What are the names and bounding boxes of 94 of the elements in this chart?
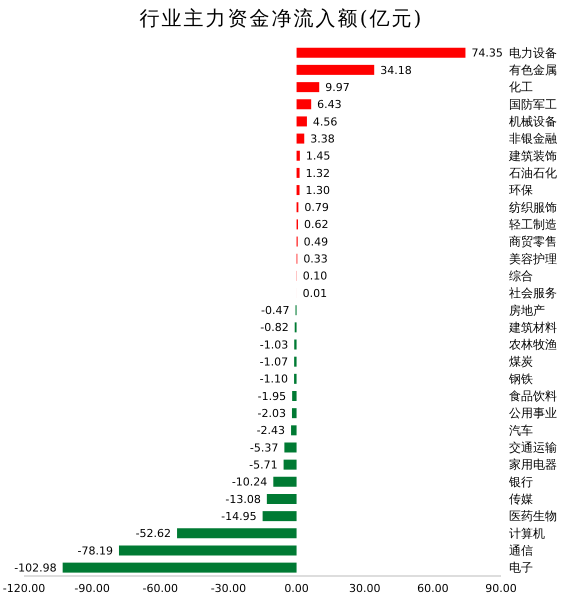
- bar: [296, 48, 466, 58]
- chart-title: 行业主力资金净流入额(亿元): [138, 5, 424, 32]
- y-tick-label: 商贸零售: [509, 234, 557, 249]
- data-label: 0.01: [302, 286, 328, 300]
- y-tick-label: 交通运输: [509, 440, 557, 455]
- data-label: -14.95: [221, 510, 257, 523]
- data-label: 34.18: [380, 64, 412, 77]
- y-tick-label: 家用电器: [509, 458, 557, 472]
- bar: [292, 408, 297, 418]
- bar: [296, 116, 307, 126]
- data-label: -0.82: [260, 321, 289, 334]
- y-tick-label: 农林牧渔: [509, 338, 557, 352]
- data-label: -1.07: [260, 356, 288, 369]
- bar: [296, 82, 320, 92]
- data-label: -1.10: [260, 372, 288, 386]
- y-tick-label: 建筑材料: [508, 320, 557, 334]
- bar: [118, 545, 297, 556]
- x-tick-label: 90.00: [485, 582, 517, 595]
- data-label: -5.37: [250, 441, 278, 454]
- bar: [296, 168, 300, 178]
- data-label: 4.56: [312, 115, 338, 128]
- data-label: -10.24: [232, 476, 268, 489]
- bar: [273, 476, 297, 487]
- y-tick-label: 煤炭: [509, 354, 533, 369]
- data-label: -2.43: [256, 424, 286, 438]
- x-tick-label: -120.00: [2, 582, 46, 595]
- bar: [294, 340, 297, 350]
- y-tick-label: 非银金融: [509, 132, 557, 146]
- data-label: -13.08: [225, 492, 261, 506]
- x-tick-label: 60.00: [417, 582, 449, 595]
- y-tick-label: 综合: [509, 268, 533, 283]
- y-tick-label: 通信: [509, 544, 533, 558]
- data-label: -52.62: [136, 527, 172, 540]
- data-label: 0.10: [302, 270, 328, 283]
- y-tick-label: 轻工制造: [509, 217, 557, 232]
- bar: [266, 494, 297, 504]
- bar: [296, 64, 374, 75]
- y-tick-label: 传媒: [509, 492, 533, 506]
- y-tick-label: 银行: [508, 474, 533, 489]
- data-label: 0.49: [304, 235, 328, 248]
- y-tick-label: 房地产: [509, 303, 545, 318]
- y-tick-label: 国防军工: [509, 97, 557, 112]
- y-tick-label: 汽车: [509, 423, 533, 438]
- y-tick-label: 建筑装饰: [508, 148, 557, 163]
- bar: [296, 185, 300, 196]
- data-label: -0.47: [261, 304, 290, 318]
- y-tick-label: 计算机: [509, 526, 545, 540]
- data-label: -78.19: [78, 544, 113, 558]
- data-label: 0.62: [304, 218, 328, 232]
- bar: [177, 528, 297, 538]
- y-tick-label: 医药生物: [509, 509, 557, 524]
- data-label: 1.32: [306, 166, 330, 180]
- bar: [294, 356, 297, 367]
- x-tick-label: -60.00: [142, 582, 178, 595]
- bar: [291, 425, 297, 436]
- data-label: 9.97: [325, 80, 350, 94]
- bar: [292, 391, 297, 401]
- y-tick-label: 石油石化: [509, 166, 557, 180]
- y-tick-label: 美容护理: [509, 252, 557, 266]
- data-label: 1.45: [306, 150, 330, 163]
- bar: [296, 134, 304, 144]
- bar: [284, 442, 297, 452]
- y-tick-label: 电子: [509, 560, 533, 575]
- bar: [62, 562, 297, 573]
- y-tick-label: 社会服务: [509, 286, 557, 300]
- data-label: 3.38: [310, 132, 335, 146]
- data-label: 74.35: [471, 46, 503, 60]
- y-tick-label: 食品饮料: [509, 389, 557, 404]
- data-label: -1.95: [258, 390, 286, 403]
- data-label: -102.98: [14, 561, 57, 574]
- y-tick-label: 化工: [509, 80, 533, 94]
- y-tick-label: 电力设备: [509, 46, 557, 60]
- y-tick-label: 环保: [509, 183, 533, 198]
- data-label: -1.03: [260, 338, 288, 352]
- y-tick-label: 机械设备: [509, 114, 557, 128]
- bar: [262, 511, 297, 522]
- bar: [296, 99, 312, 110]
- y-tick-label: 有色金属: [509, 63, 557, 77]
- x-tick-label: 0.00: [284, 582, 309, 595]
- x-tick-label: -30.00: [210, 582, 246, 595]
- data-label: 6.43: [317, 98, 342, 112]
- bar: [294, 374, 297, 384]
- bar: [296, 150, 300, 161]
- bar: [284, 460, 297, 470]
- y-tick-label: 钢铁: [508, 372, 533, 386]
- x-tick-label: 30.00: [348, 582, 380, 595]
- data-label: 1.30: [306, 184, 330, 197]
- data-label: 0.33: [303, 252, 328, 266]
- y-tick-label: 纺织服饰: [509, 200, 557, 214]
- data-label: -5.71: [249, 458, 278, 472]
- x-tick-label: -90.00: [74, 582, 110, 595]
- data-label: 0.79: [304, 201, 329, 214]
- y-tick-label: 公用事业: [509, 406, 557, 420]
- data-label: -2.03: [257, 407, 286, 420]
